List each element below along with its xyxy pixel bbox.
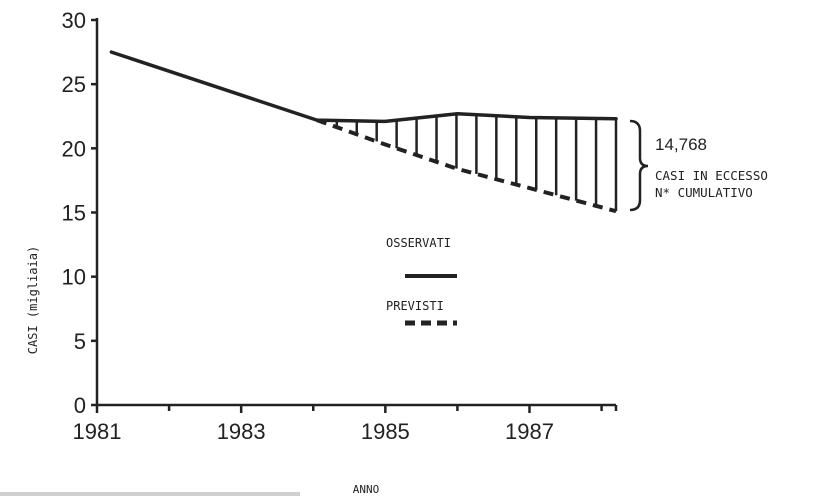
y-ticks: 0 5 10 15 20 25 30 bbox=[62, 8, 97, 418]
y-tick-label: 0 bbox=[74, 393, 86, 418]
series-line-predicted bbox=[316, 118, 617, 214]
annotation-line2: N* CUMULATIVO bbox=[655, 185, 753, 200]
annotation-brace bbox=[629, 119, 649, 212]
x-axis-label: ANNO bbox=[353, 483, 380, 496]
annotation-value: 14,768 bbox=[655, 135, 707, 154]
legend-label-predicted: PREVISTI bbox=[386, 299, 444, 313]
legend-label-observed: OSSERVATI bbox=[386, 236, 451, 250]
y-tick-label: 15 bbox=[62, 201, 86, 226]
annotation-line1: CASI IN ECCESSO bbox=[655, 168, 768, 183]
excess-hatching bbox=[335, 113, 618, 212]
y-tick-label: 30 bbox=[62, 8, 86, 33]
y-tick-label: 5 bbox=[74, 329, 86, 354]
series-line-observed bbox=[109, 50, 618, 124]
x-tick-label: 1981 bbox=[73, 419, 122, 444]
x-tick-label: 1987 bbox=[505, 419, 554, 444]
y-axis-label: CASI (migliaia) bbox=[26, 246, 40, 354]
y-tick-label: 20 bbox=[62, 136, 86, 161]
y-tick-label: 25 bbox=[62, 72, 86, 97]
y-tick-label: 10 bbox=[62, 265, 86, 290]
x-tick-label: 1985 bbox=[361, 419, 410, 444]
scan-edge-mark bbox=[0, 492, 300, 496]
series-layer bbox=[109, 50, 618, 214]
x-ticks: 1981 1983 1985 1987 bbox=[73, 405, 618, 444]
axes bbox=[95, 18, 616, 407]
x-tick-label: 1983 bbox=[217, 419, 266, 444]
legend: OSSERVATI PREVISTI bbox=[386, 236, 457, 326]
